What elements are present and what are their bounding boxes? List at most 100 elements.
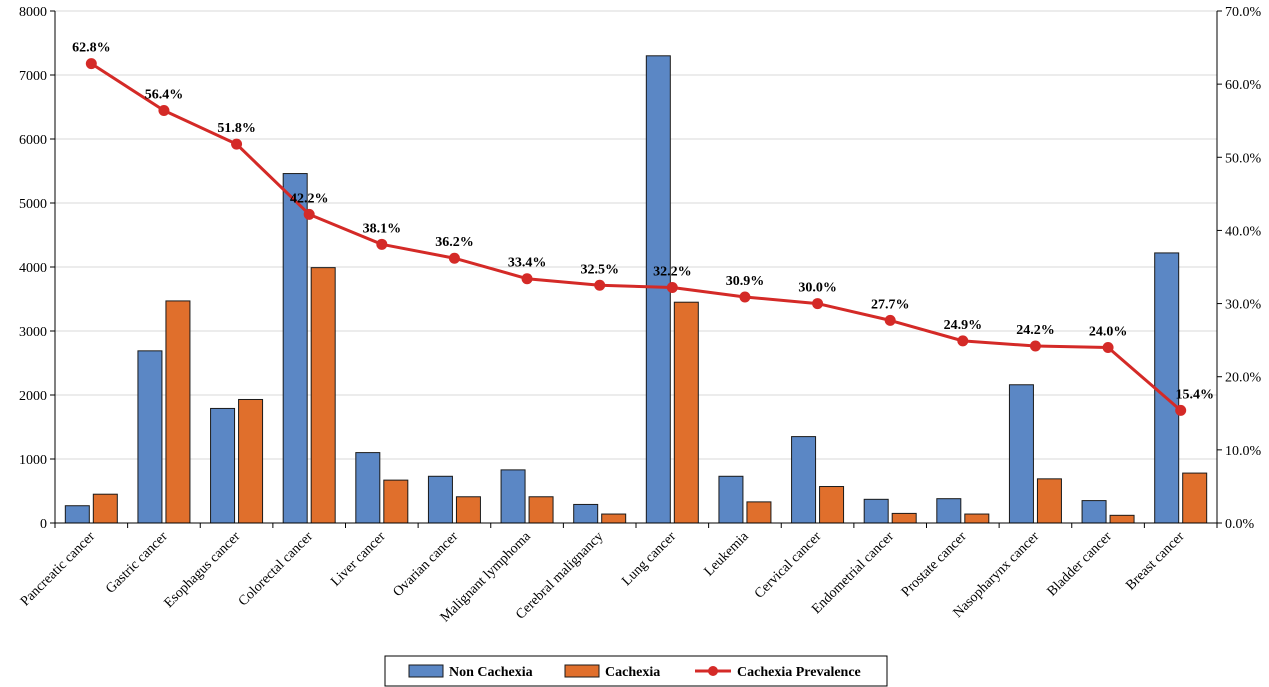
legend-swatch <box>408 664 444 678</box>
cachexia-bar <box>746 501 772 524</box>
prevalence-data-label: 32.2% <box>653 264 692 279</box>
category-label: Lung cancer <box>619 529 679 589</box>
prevalence-data-label: 24.2% <box>1016 323 1055 338</box>
category-label: Colorectal cancer <box>236 529 316 609</box>
prevalence-data-label: 38.1% <box>363 221 402 236</box>
category-label: Endometrial cancer <box>809 529 897 617</box>
prevalence-point <box>448 252 460 264</box>
non-cachexia-bar <box>282 173 308 524</box>
prevalence-point <box>303 208 315 220</box>
non-cachexia-bar <box>791 436 817 524</box>
gridlines <box>55 10 1217 460</box>
prevalence-point <box>1175 404 1187 416</box>
cachexia-bar <box>1182 472 1208 524</box>
legend: Non Cachexia Cachexia Cachexia Prevalence <box>384 655 888 687</box>
non-cachexia-bar <box>355 452 381 524</box>
non-cachexia-bar <box>1008 384 1034 524</box>
axes: 0 1000 2000 3000 4000 5000 6000 7000 8000 0.0% 10.… <box>18 5 1261 625</box>
category-label: Ovarian cancer <box>390 529 461 600</box>
left-axis-tick-label: 4000 <box>19 261 47 276</box>
category-label: Leukemia <box>702 529 753 580</box>
legend-swatch <box>564 664 600 678</box>
left-axis-tick-label: 2000 <box>19 389 47 404</box>
prevalence-point <box>739 291 751 303</box>
prevalence-point <box>376 238 388 250</box>
cachexia-bar <box>528 496 554 524</box>
legend-line-marker <box>708 666 718 676</box>
prevalence-data-label: 62.8% <box>72 41 111 56</box>
category-label: Esophagus cancer <box>162 529 244 611</box>
prevalence-data-label: 24.9% <box>944 318 983 333</box>
cachexia-bar <box>673 301 699 524</box>
non-cachexia-bar <box>936 498 962 524</box>
left-axis-tick-label: 6000 <box>19 133 47 148</box>
cachexia-bar <box>238 398 264 524</box>
category-label: Breast cancer <box>1123 529 1187 593</box>
right-axis-tick-label: 40.0% <box>1225 224 1262 239</box>
prevalence-data-label: 51.8% <box>217 121 256 136</box>
non-cachexia-bar <box>1081 500 1107 524</box>
non-cachexia-bar <box>645 55 671 524</box>
prevalence-data-label: 32.5% <box>580 262 619 277</box>
category-label: Gastric cancer <box>103 529 171 597</box>
non-cachexia-bar <box>427 475 453 524</box>
prevalence-line-path <box>90 62 1182 412</box>
prevalence-data-label: 30.9% <box>726 274 765 289</box>
right-axis-tick-label: 0.0% <box>1225 517 1255 532</box>
left-axis-tick-label: 5000 <box>19 197 47 212</box>
non-cachexia-bar <box>64 505 90 524</box>
prevalence-point <box>521 273 533 285</box>
prevalence-point <box>666 281 678 293</box>
prevalence-point <box>812 298 824 310</box>
cachexia-bar <box>165 300 191 524</box>
cachexia-bar <box>964 513 990 524</box>
prevalence-point <box>594 279 606 291</box>
cachexia-bar <box>891 512 917 524</box>
cachexia-bar <box>92 493 118 524</box>
non-cachexia-bar <box>718 475 744 524</box>
legend-box <box>384 655 888 687</box>
non-cachexia-bar <box>500 469 526 524</box>
cachexia-bar <box>383 479 409 524</box>
non-cachexia-bar <box>573 503 599 524</box>
prevalence-point <box>85 58 97 70</box>
category-label: Prostate cancer <box>899 529 970 600</box>
cachexia-bar <box>601 513 627 524</box>
left-axis-tick-label: 3000 <box>19 325 47 340</box>
non-cachexia-bar <box>137 350 163 524</box>
prevalence-data-label: 36.2% <box>435 235 474 250</box>
cachexia-bar <box>310 267 336 524</box>
prevalence-point <box>957 335 969 347</box>
right-axis-tick-label: 20.0% <box>1225 371 1262 386</box>
non-cachexia-bar <box>1154 252 1180 524</box>
cachexia-bar <box>819 486 845 524</box>
prevalence-data-label: 33.4% <box>508 256 547 271</box>
prevalence-point <box>158 104 170 116</box>
labels: 62.8% 56.4% 51.8% 42.2% 38.1% 36.2% 33.4% 32.5%… <box>72 41 1214 403</box>
left-axis-tick-label: 1000 <box>19 453 47 468</box>
prevalence-data-label: 27.7% <box>871 297 910 312</box>
right-axis-tick-label: 30.0% <box>1225 298 1262 313</box>
legend-label: Cachexia Prevalence <box>737 665 861 680</box>
cachexia-bar <box>1036 478 1062 524</box>
legend-label: Non Cachexia <box>449 665 533 680</box>
prevalence-data-label: 56.4% <box>145 87 184 102</box>
prevalence-line <box>85 58 1187 416</box>
category-label: Bladder cancer <box>1045 529 1115 599</box>
right-axis-tick-label: 70.0% <box>1225 5 1262 20</box>
cachexia-bar <box>1109 514 1135 524</box>
right-axis-tick-label: 10.0% <box>1225 444 1262 459</box>
bars <box>64 55 1208 524</box>
prevalence-point <box>231 138 243 150</box>
right-axis-tick-label: 60.0% <box>1225 78 1262 93</box>
prevalence-data-label: 15.4% <box>1175 387 1214 402</box>
category-label: Cervical cancer <box>752 529 825 602</box>
prevalence-point <box>1102 341 1114 353</box>
non-cachexia-bar <box>863 498 889 524</box>
category-label: Pancreatic cancer <box>18 529 98 609</box>
prevalence-point <box>884 314 896 326</box>
right-axis-tick-label: 50.0% <box>1225 151 1262 166</box>
prevalence-point <box>1029 340 1041 352</box>
cachexia-bar <box>455 496 481 524</box>
